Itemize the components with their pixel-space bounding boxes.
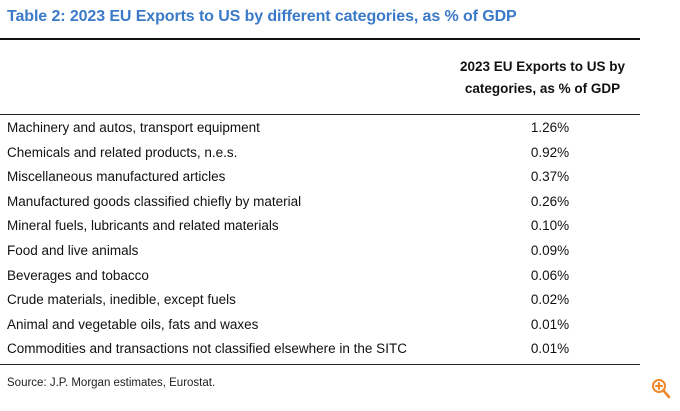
table-row: Animal and vegetable oils, fats and waxe… bbox=[0, 314, 640, 339]
row-value: 0.09% bbox=[530, 242, 570, 258]
row-value: 0.92% bbox=[530, 144, 570, 160]
column-header-line-2: categories, as % of GDP bbox=[464, 81, 621, 96]
row-category: Manufactured goods classified chiefly by… bbox=[7, 193, 302, 209]
row-category: Beverages and tobacco bbox=[7, 267, 149, 283]
table-top-rule bbox=[0, 38, 640, 40]
row-value: 1.26% bbox=[530, 120, 570, 135]
row-category: Mineral fuels, lubricants and related ma… bbox=[7, 218, 279, 234]
row-category: Chemicals and related products, n.e.s. bbox=[7, 144, 238, 160]
table-title: Table 2: 2023 EU Exports to US by differ… bbox=[7, 8, 517, 25]
row-category: Commodities and transactions not classif… bbox=[7, 341, 407, 357]
row-category: Miscellaneous manufactured articles bbox=[7, 169, 226, 185]
table-body: Machinery and autos, transport equipment… bbox=[0, 117, 640, 363]
table-row: Food and live animals 0.09% bbox=[0, 240, 640, 265]
row-value: 0.37% bbox=[530, 169, 570, 185]
table-row: Chemicals and related products, n.e.s. 0… bbox=[0, 142, 640, 167]
row-category: Machinery and autos, transport equipment bbox=[7, 120, 260, 135]
column-header-line-1: 2023 EU Exports to US by bbox=[459, 59, 626, 74]
row-value: 0.02% bbox=[530, 292, 570, 308]
table-row: Miscellaneous manufactured articles 0.37… bbox=[0, 166, 640, 191]
row-category: Crude materials, inedible, except fuels bbox=[7, 292, 236, 308]
row-value: 0.26% bbox=[530, 193, 570, 209]
table-row: Manufactured goods classified chiefly by… bbox=[0, 191, 640, 216]
table-row: Commodities and transactions not classif… bbox=[0, 338, 640, 363]
table-row: Crude materials, inedible, except fuels … bbox=[0, 289, 640, 314]
row-value: 0.01% bbox=[530, 316, 570, 332]
row-category: Food and live animals bbox=[7, 242, 139, 258]
row-value: 0.10% bbox=[530, 218, 570, 234]
table-row: Beverages and tobacco 0.06% bbox=[0, 265, 640, 290]
column-header: 2023 EU Exports to US by categories, as … bbox=[450, 56, 635, 100]
table-row: Mineral fuels, lubricants and related ma… bbox=[0, 215, 640, 240]
header-divider bbox=[0, 114, 640, 115]
zoom-in-icon[interactable] bbox=[651, 378, 671, 400]
table-row: Machinery and autos, transport equipment… bbox=[0, 117, 640, 142]
table-bottom-rule bbox=[0, 364, 640, 365]
row-value: 0.06% bbox=[530, 267, 570, 283]
row-value: 0.01% bbox=[530, 341, 570, 357]
source-note: Source: J.P. Morgan estimates, Eurostat. bbox=[7, 377, 216, 389]
row-category: Animal and vegetable oils, fats and waxe… bbox=[7, 316, 259, 332]
